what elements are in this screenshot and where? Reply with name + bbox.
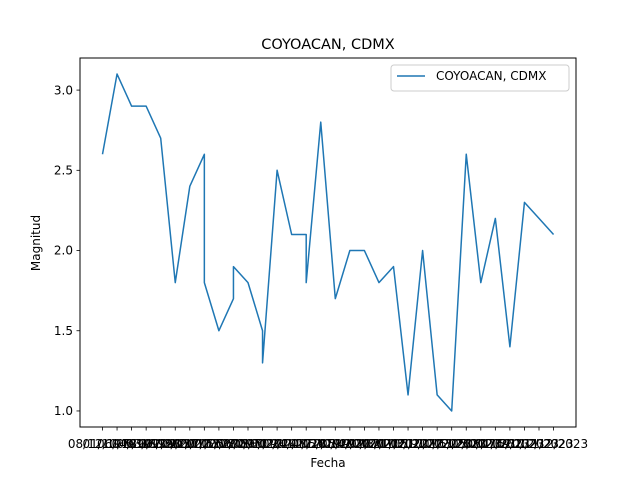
x-tick-label: 20/11/2023 <box>504 437 573 451</box>
y-axis-label: Magnitud <box>29 215 43 271</box>
x-tick-label: 24/08/2019 <box>272 437 341 451</box>
y-tick-label: 3.0 <box>54 83 73 97</box>
x-tick-label: 03/02/2000 <box>126 437 195 451</box>
x-tick-label: 05/05/2020 <box>301 437 370 451</box>
x-tick-label: 12/08/2012 <box>213 437 282 451</box>
x-axis-label: Fecha <box>310 456 345 470</box>
x-tick-label: 02/02/2018 <box>257 437 326 451</box>
legend-label: COYOACAN, CDMX <box>436 69 546 83</box>
chart-title: COYOACAN, CDMX <box>261 37 395 53</box>
x-tick-label: 05/06/2011 <box>199 437 268 451</box>
x-tick-label: 08/12/1978 <box>68 437 137 451</box>
x-tick-label: 20/07/2021 <box>344 437 413 451</box>
x-tick-label: 04/10/1998 <box>112 437 181 451</box>
x-tick-label: 05/05/2023 <box>432 437 501 451</box>
x-tick-label: 12/12/2023 <box>519 437 588 451</box>
x-tick-label: 18/09/2002 <box>141 437 210 451</box>
x-tick-label: 17/03/2009 <box>184 437 253 451</box>
x-axis-ticks: 08/12/197801/10/199006/05/199304/10/1998… <box>68 427 588 451</box>
x-tick-label: 30/07/2023 <box>461 437 530 451</box>
y-axis-ticks: 1.0 1.5 2.0 2.5 3.0 <box>54 83 80 418</box>
x-tick-label: 22/01/2007 <box>170 437 239 451</box>
legend-box <box>390 64 570 92</box>
x-tick-label: 21/05/2022 <box>373 437 442 451</box>
x-tick-label: 14/02/2021 <box>330 437 399 451</box>
y-tick-label: 2.5 <box>54 164 73 178</box>
x-tick-label: 01/10/1990 <box>82 437 151 451</box>
y-tick-label: 2.0 <box>54 244 73 258</box>
x-tick-label: 11/12/2019 <box>286 437 355 451</box>
x-tick-label: 06/05/1993 <box>97 437 166 451</box>
x-tick-label: 18/09/2017 <box>243 437 312 451</box>
plot-frame <box>79 57 577 428</box>
y-tick-label: 1.0 <box>54 404 73 418</box>
x-tick-label: 03/03/2005 <box>155 437 224 451</box>
x-tick-label: 10/03/2023 <box>417 437 486 451</box>
legend: COYOACAN, CDMX <box>390 64 570 92</box>
x-tick-label: 19/01/2023 <box>403 437 472 451</box>
x-tick-label: 20/05/2014 <box>228 437 297 451</box>
x-tick-label: 01/09/2023 <box>475 437 544 451</box>
x-tick-label: 12/06/2023 <box>446 437 515 451</box>
x-tick-label: 03/10/2022 <box>388 437 457 451</box>
series-layer <box>101 73 555 412</box>
x-tick-label: 03/01/2022 <box>359 437 428 451</box>
x-tick-label: 30/09/2020 <box>315 437 384 451</box>
x-tick-label: 15/10/2023 <box>490 437 559 451</box>
y-tick-label: 1.5 <box>54 324 73 338</box>
series-line <box>101 73 555 412</box>
